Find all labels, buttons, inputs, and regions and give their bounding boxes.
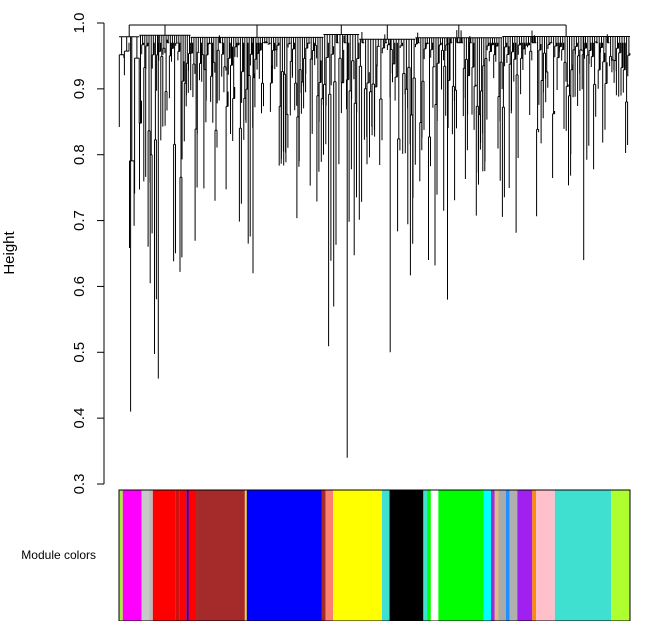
dendrogram-tree	[118, 24, 631, 458]
y-axis: 0.3 0.4 0.5 0.6 0.7 0.8 0.9 1.0	[71, 13, 105, 495]
module-color-segment	[438, 490, 484, 621]
module-color-segment	[246, 490, 322, 621]
module-color-segment	[494, 490, 499, 621]
module-color-segment	[490, 490, 495, 621]
module-color-segment	[389, 490, 424, 621]
module-color-segment	[536, 490, 555, 621]
y-tick-label: 0.5	[71, 342, 88, 363]
module-color-segment	[188, 490, 197, 621]
y-axis-label: Height	[1, 230, 18, 274]
y-tick-label: 0.3	[71, 474, 88, 495]
module-color-segment	[141, 490, 150, 621]
y-tick-label: 0.6	[71, 276, 88, 297]
module-color-segment	[423, 490, 428, 621]
dendrogram-branches	[118, 24, 631, 458]
module-color-segment	[186, 490, 189, 621]
module-color-segment	[483, 490, 491, 621]
module-color-segment	[498, 490, 507, 621]
y-tick-label: 0.8	[71, 144, 88, 165]
y-tick-label: 0.9	[71, 78, 88, 99]
y-tick-label: 0.4	[71, 408, 88, 429]
y-tick-label: 0.7	[71, 210, 88, 231]
module-color-segment	[321, 490, 326, 621]
module-color-segment	[175, 490, 180, 621]
module-color-segment	[506, 490, 510, 621]
module-color-segment	[611, 490, 630, 621]
module-color-segment	[122, 490, 142, 621]
module-color-segment	[509, 490, 518, 621]
module-color-segment	[517, 490, 533, 621]
y-tick-label: 1.0	[71, 13, 88, 34]
module-colors-bar	[118, 489, 631, 621]
module-colors-frame	[118, 489, 631, 621]
module-color-segment	[430, 490, 439, 621]
module-color-segment	[244, 490, 247, 621]
module-color-segment	[333, 490, 383, 621]
module-color-segment	[382, 490, 390, 621]
module-color-segment	[532, 490, 537, 621]
module-color-segment	[152, 490, 176, 621]
module-color-segment	[554, 490, 612, 621]
module-color-segment	[325, 490, 334, 621]
module-color-segment	[196, 490, 245, 621]
module-colors-label: Module colors	[21, 548, 96, 562]
module-color-segment	[149, 490, 153, 621]
module-color-segment	[119, 490, 123, 621]
module-color-segment	[179, 490, 187, 621]
module-color-segment	[427, 490, 431, 621]
